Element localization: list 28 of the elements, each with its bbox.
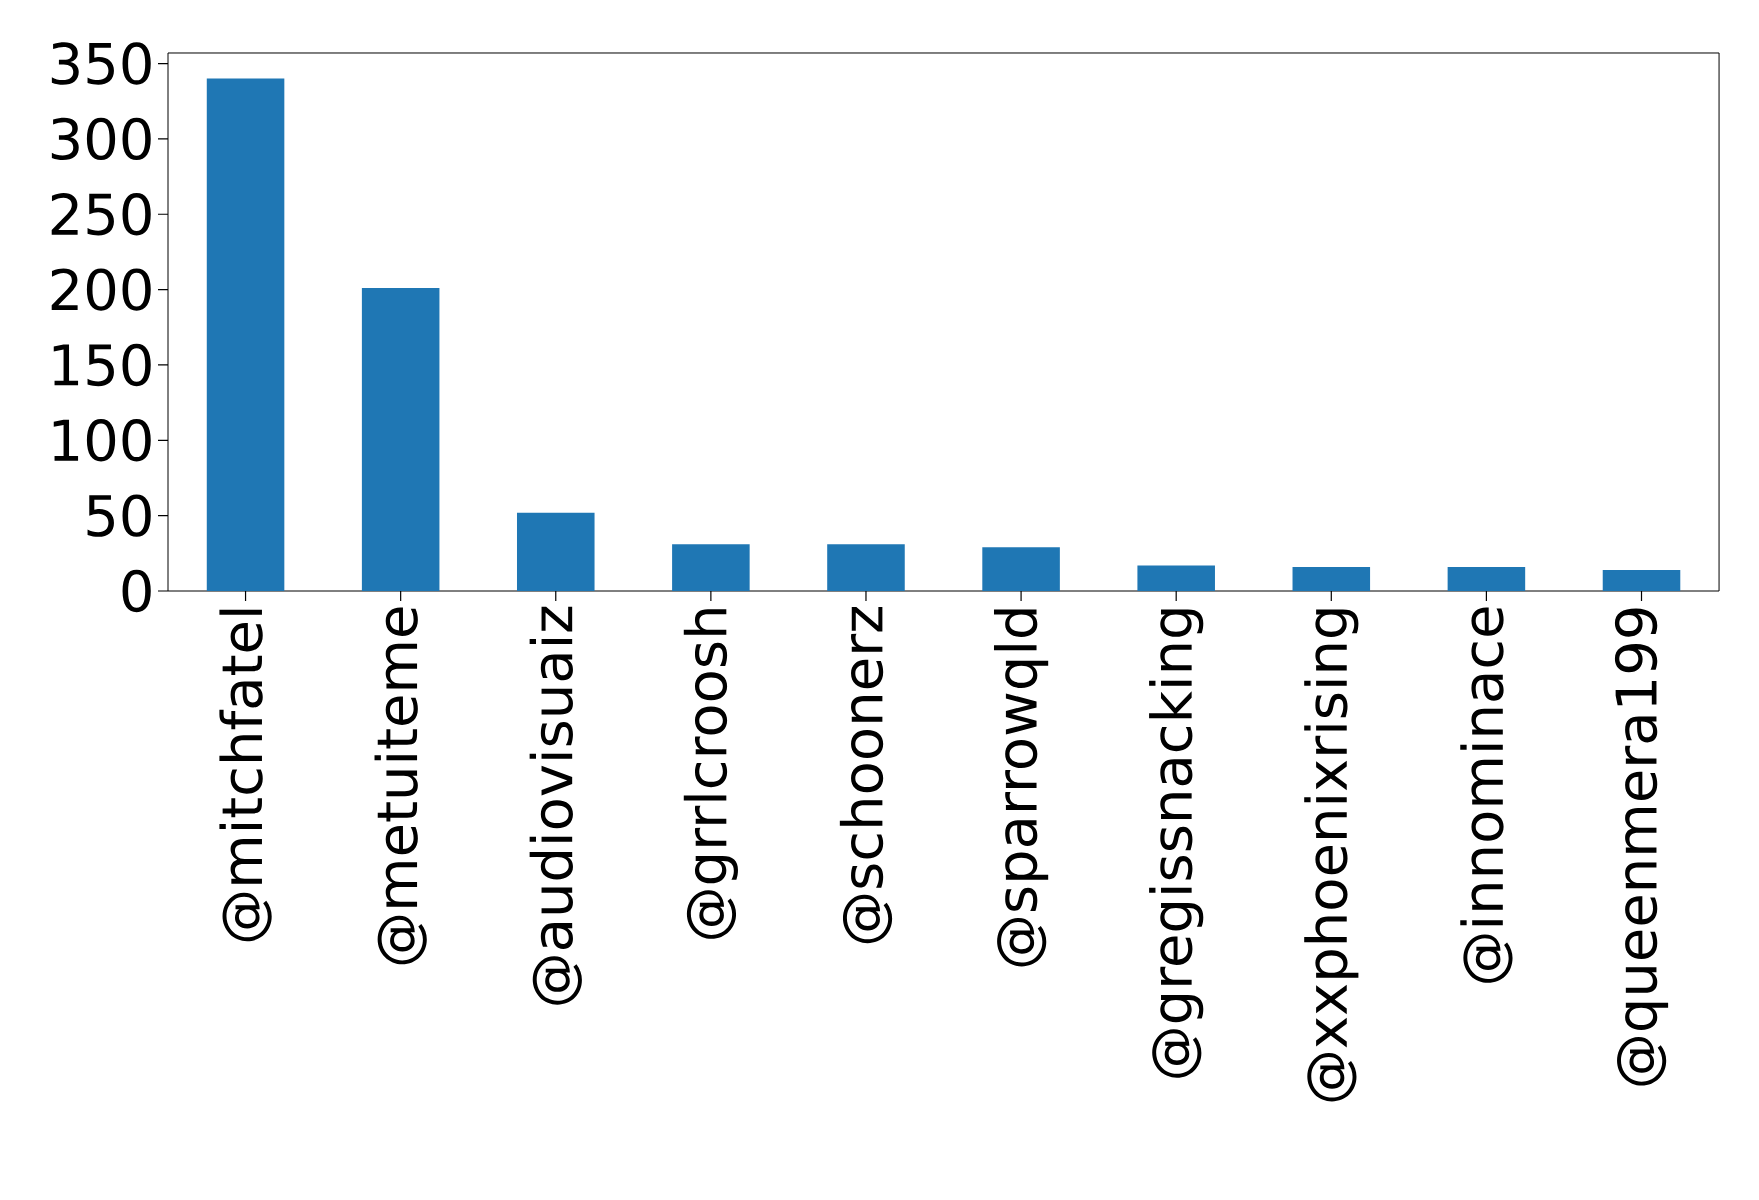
x-tick-label: @sparrowqld xyxy=(993,609,1049,967)
bar xyxy=(1137,565,1215,591)
x-tick-label: @schoonerz xyxy=(839,606,893,944)
x-tick-label: @grrlcroosh xyxy=(683,609,738,939)
y-tick-label: 200 xyxy=(51,268,151,311)
bar xyxy=(1292,566,1371,591)
y-tick-label: 150 xyxy=(53,343,151,387)
bar xyxy=(1602,569,1681,591)
x-tick-label: @xxphoenixrising xyxy=(1304,609,1359,1102)
y-tick-label: 50 xyxy=(87,494,151,537)
bar xyxy=(1447,566,1526,591)
x-tick-label: @innominace xyxy=(1460,607,1513,983)
bar xyxy=(361,288,440,591)
y-tick-label: 100 xyxy=(53,419,151,462)
x-tick-label: @mitchfatel xyxy=(219,609,272,942)
bar xyxy=(206,78,285,591)
x-tick-label: @metuiteme xyxy=(374,607,427,965)
y-tick-label: 250 xyxy=(51,193,151,236)
x-tick-label: @audiovisuaiz xyxy=(529,606,582,1005)
y-tick-label: 350 xyxy=(51,42,151,85)
bar xyxy=(672,544,750,591)
y-tick-label: 0 xyxy=(122,569,151,613)
y-tick-label: 300 xyxy=(51,117,151,161)
bar xyxy=(827,544,905,591)
x-tick-label: @gregissnacking xyxy=(1149,609,1204,1078)
x-tick-label: @queenmera199 xyxy=(1614,608,1669,1086)
bar xyxy=(982,547,1060,591)
bar xyxy=(516,512,595,591)
